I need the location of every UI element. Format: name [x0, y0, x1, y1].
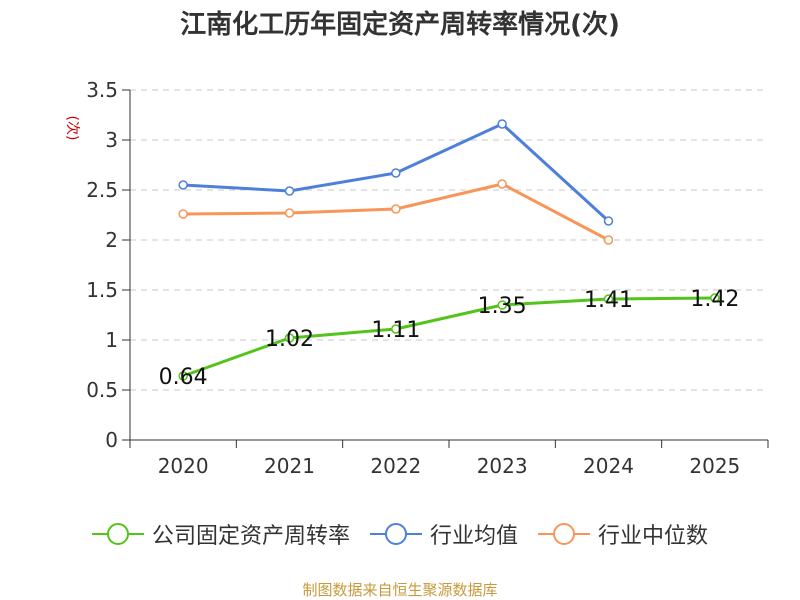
data-label: 1.02 [265, 327, 314, 352]
data-point [497, 179, 507, 189]
data-point [710, 293, 720, 303]
data-label: 1.11 [371, 318, 420, 343]
data-point [391, 168, 401, 178]
y-tick-label: 0 [105, 428, 118, 452]
legend-item-company[interactable]: 公司固定资产周转率 [91, 518, 350, 550]
series-group [178, 119, 720, 381]
legend-line-icon [369, 523, 422, 545]
legend-item-industry-median[interactable]: 行业中位数 [538, 518, 708, 550]
data-point [497, 119, 507, 129]
legend: 公司固定资产周转率 行业均值 行业中位数 [0, 518, 800, 550]
y-tick-label: 3.5 [86, 78, 118, 102]
source-note: 制图数据来自恒生聚源数据库 [302, 581, 498, 599]
data-point [391, 204, 401, 214]
data-label: 1.41 [584, 288, 633, 313]
legend-marker [106, 523, 129, 545]
x-tick-label: 2021 [264, 454, 315, 478]
data-point [178, 371, 188, 381]
legend-marker [553, 523, 575, 545]
data-point [603, 294, 614, 304]
data-point [603, 216, 614, 226]
y-tick-label: 2.5 [86, 178, 118, 202]
y-tick-label: 0.5 [86, 378, 118, 402]
x-tick-label: 2024 [583, 454, 634, 478]
data-label: 1.35 [478, 294, 527, 319]
data-point [178, 180, 188, 190]
y-axis-label: (次) [64, 116, 80, 141]
data-point [603, 235, 614, 245]
data-point [284, 208, 295, 218]
data-point [284, 186, 295, 196]
data-point [391, 324, 401, 334]
legend-label: 行业均值 [429, 524, 518, 549]
x-tick-label: 2023 [477, 454, 528, 478]
data-labels: 0.64 1.02 1.11 1.35 1.41 1.42 [159, 287, 740, 390]
y-tick-label: 2 [105, 228, 118, 252]
legend-line-icon [91, 523, 144, 545]
y-tick-label: 3 [105, 128, 118, 152]
series-line [182, 296, 715, 378]
legend-line-icon [538, 523, 590, 545]
data-label: 0.64 [159, 365, 208, 390]
chart-title: 江南化工历年固定资产周转率情况(次) [180, 10, 620, 40]
grid-lines [130, 89, 768, 391]
data-label: 1.42 [690, 287, 739, 312]
x-tick-label: 2022 [370, 454, 421, 478]
legend-item-industry-mean[interactable]: 行业均值 [369, 518, 518, 550]
x-tick-label: 2020 [158, 454, 209, 478]
legend-label: 行业中位数 [598, 524, 709, 549]
legend-label: 公司固定资产周转率 [151, 524, 350, 549]
legend-marker [384, 523, 407, 545]
data-point [497, 300, 507, 310]
x-tick-label: 2025 [689, 454, 740, 478]
data-point [284, 333, 295, 343]
axes: 0 0.5 1 1.5 2 2.5 3 3.5 2020 2021 2022 2023 2024 2025 [86, 78, 769, 478]
data-point [178, 209, 188, 219]
y-tick-label: 1.5 [86, 278, 118, 302]
y-tick-label: 1 [105, 328, 118, 352]
